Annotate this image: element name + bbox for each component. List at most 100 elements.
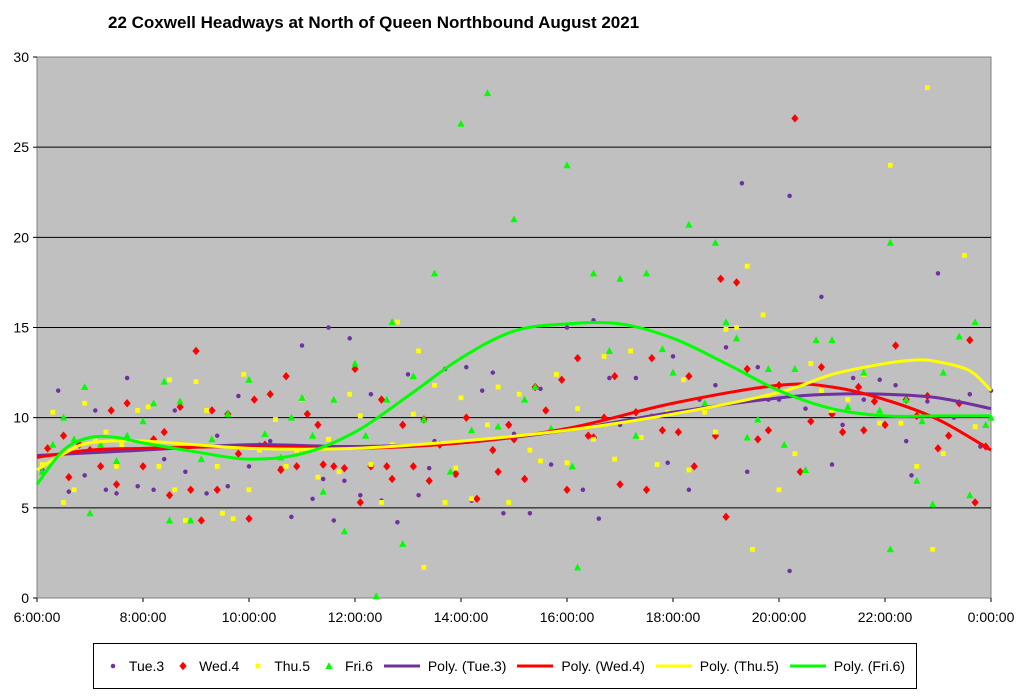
- data-point: [713, 429, 718, 435]
- legend-label: Poly. (Tue.3): [427, 658, 507, 674]
- data-point: [283, 463, 289, 469]
- data-point: [165, 516, 174, 524]
- legend-swatch: [325, 662, 333, 669]
- chart-title: 22 Coxwell Headways at North of Queen No…: [108, 13, 640, 32]
- data-point: [315, 474, 321, 480]
- data-point: [521, 395, 529, 403]
- data-point: [225, 483, 231, 489]
- data-point: [145, 404, 151, 410]
- data-point: [388, 474, 396, 484]
- legend-swatch: [789, 664, 826, 668]
- data-point: [681, 377, 686, 383]
- data-point: [347, 391, 353, 397]
- y-tick-label: 15: [13, 320, 29, 336]
- data-point: [563, 161, 571, 169]
- legend-item: Poly. (Wed.4): [517, 658, 645, 674]
- data-point: [213, 485, 221, 494]
- data-point: [107, 406, 115, 415]
- x-tick-label: 14:00:00: [434, 609, 489, 625]
- data-point: [563, 485, 571, 494]
- data-point: [172, 408, 178, 413]
- data-point: [722, 318, 730, 326]
- y-tick-label: 0: [21, 590, 29, 606]
- data-point: [405, 372, 411, 377]
- data-point: [123, 431, 131, 439]
- legend-swatch: [179, 661, 187, 671]
- data-point: [241, 371, 247, 377]
- data-point: [628, 348, 633, 354]
- data-point: [966, 491, 974, 499]
- data-point: [208, 435, 216, 443]
- data-point: [574, 353, 582, 363]
- data-point: [250, 395, 258, 404]
- x-tick-label: 8:00:00: [120, 609, 167, 625]
- data-point: [929, 500, 937, 508]
- data-point: [187, 485, 195, 494]
- data-point: [925, 85, 930, 91]
- data-point: [654, 462, 660, 467]
- data-point: [860, 426, 868, 435]
- data-point: [527, 510, 533, 516]
- data-point: [791, 365, 799, 372]
- y-tick-label: 30: [13, 49, 29, 65]
- legend-swatch: [255, 663, 261, 669]
- data-point: [399, 540, 407, 547]
- x-tick-label: 12:00:00: [328, 609, 383, 625]
- data-point: [665, 460, 670, 465]
- data-point: [505, 420, 513, 430]
- legend-item: Poly. (Thu.5): [655, 658, 779, 674]
- data-point: [331, 518, 337, 523]
- data-point: [139, 462, 147, 471]
- data-point: [685, 220, 693, 228]
- data-point: [754, 415, 762, 423]
- data-point: [245, 514, 253, 523]
- data-point: [558, 375, 566, 384]
- data-point: [245, 375, 253, 383]
- data-point: [458, 395, 464, 401]
- y-tick-label: 10: [13, 410, 29, 426]
- data-point: [568, 462, 576, 470]
- data-point: [764, 426, 772, 435]
- data-point: [591, 436, 596, 442]
- data-point: [135, 483, 140, 489]
- data-point: [267, 438, 273, 444]
- legend-label: Wed.4: [199, 658, 240, 674]
- data-point: [962, 252, 967, 258]
- data-point: [955, 332, 963, 340]
- data-point: [685, 371, 693, 381]
- data-point: [776, 487, 782, 493]
- data-point: [214, 433, 220, 438]
- data-point: [176, 402, 184, 412]
- data-point: [93, 408, 98, 413]
- data-point: [97, 462, 105, 471]
- data-point: [156, 463, 162, 469]
- data-point: [193, 379, 199, 384]
- data-point: [197, 516, 205, 525]
- data-point: [309, 431, 317, 439]
- data-point: [81, 383, 89, 391]
- data-point: [844, 402, 852, 410]
- data-point: [796, 467, 804, 476]
- data-point: [82, 400, 88, 406]
- y-axis: 0 5 10 15 20 25 30: [13, 49, 37, 606]
- data-point: [494, 422, 502, 430]
- data-point: [340, 463, 348, 473]
- data-point: [638, 435, 644, 440]
- data-point: [633, 375, 639, 381]
- trendline: [35, 321, 991, 486]
- data-point: [839, 427, 847, 437]
- data-point: [325, 662, 333, 669]
- data-point: [161, 456, 167, 462]
- data-point: [59, 413, 68, 421]
- data-point: [903, 438, 909, 444]
- data-point: [648, 353, 656, 363]
- data-point: [379, 500, 384, 505]
- data-point: [399, 420, 407, 430]
- data-point: [564, 460, 570, 466]
- data-point: [44, 444, 52, 453]
- data-point: [803, 406, 808, 411]
- data-point: [807, 417, 815, 426]
- data-point: [642, 269, 651, 277]
- data-point: [358, 492, 363, 498]
- data-point: [442, 500, 448, 505]
